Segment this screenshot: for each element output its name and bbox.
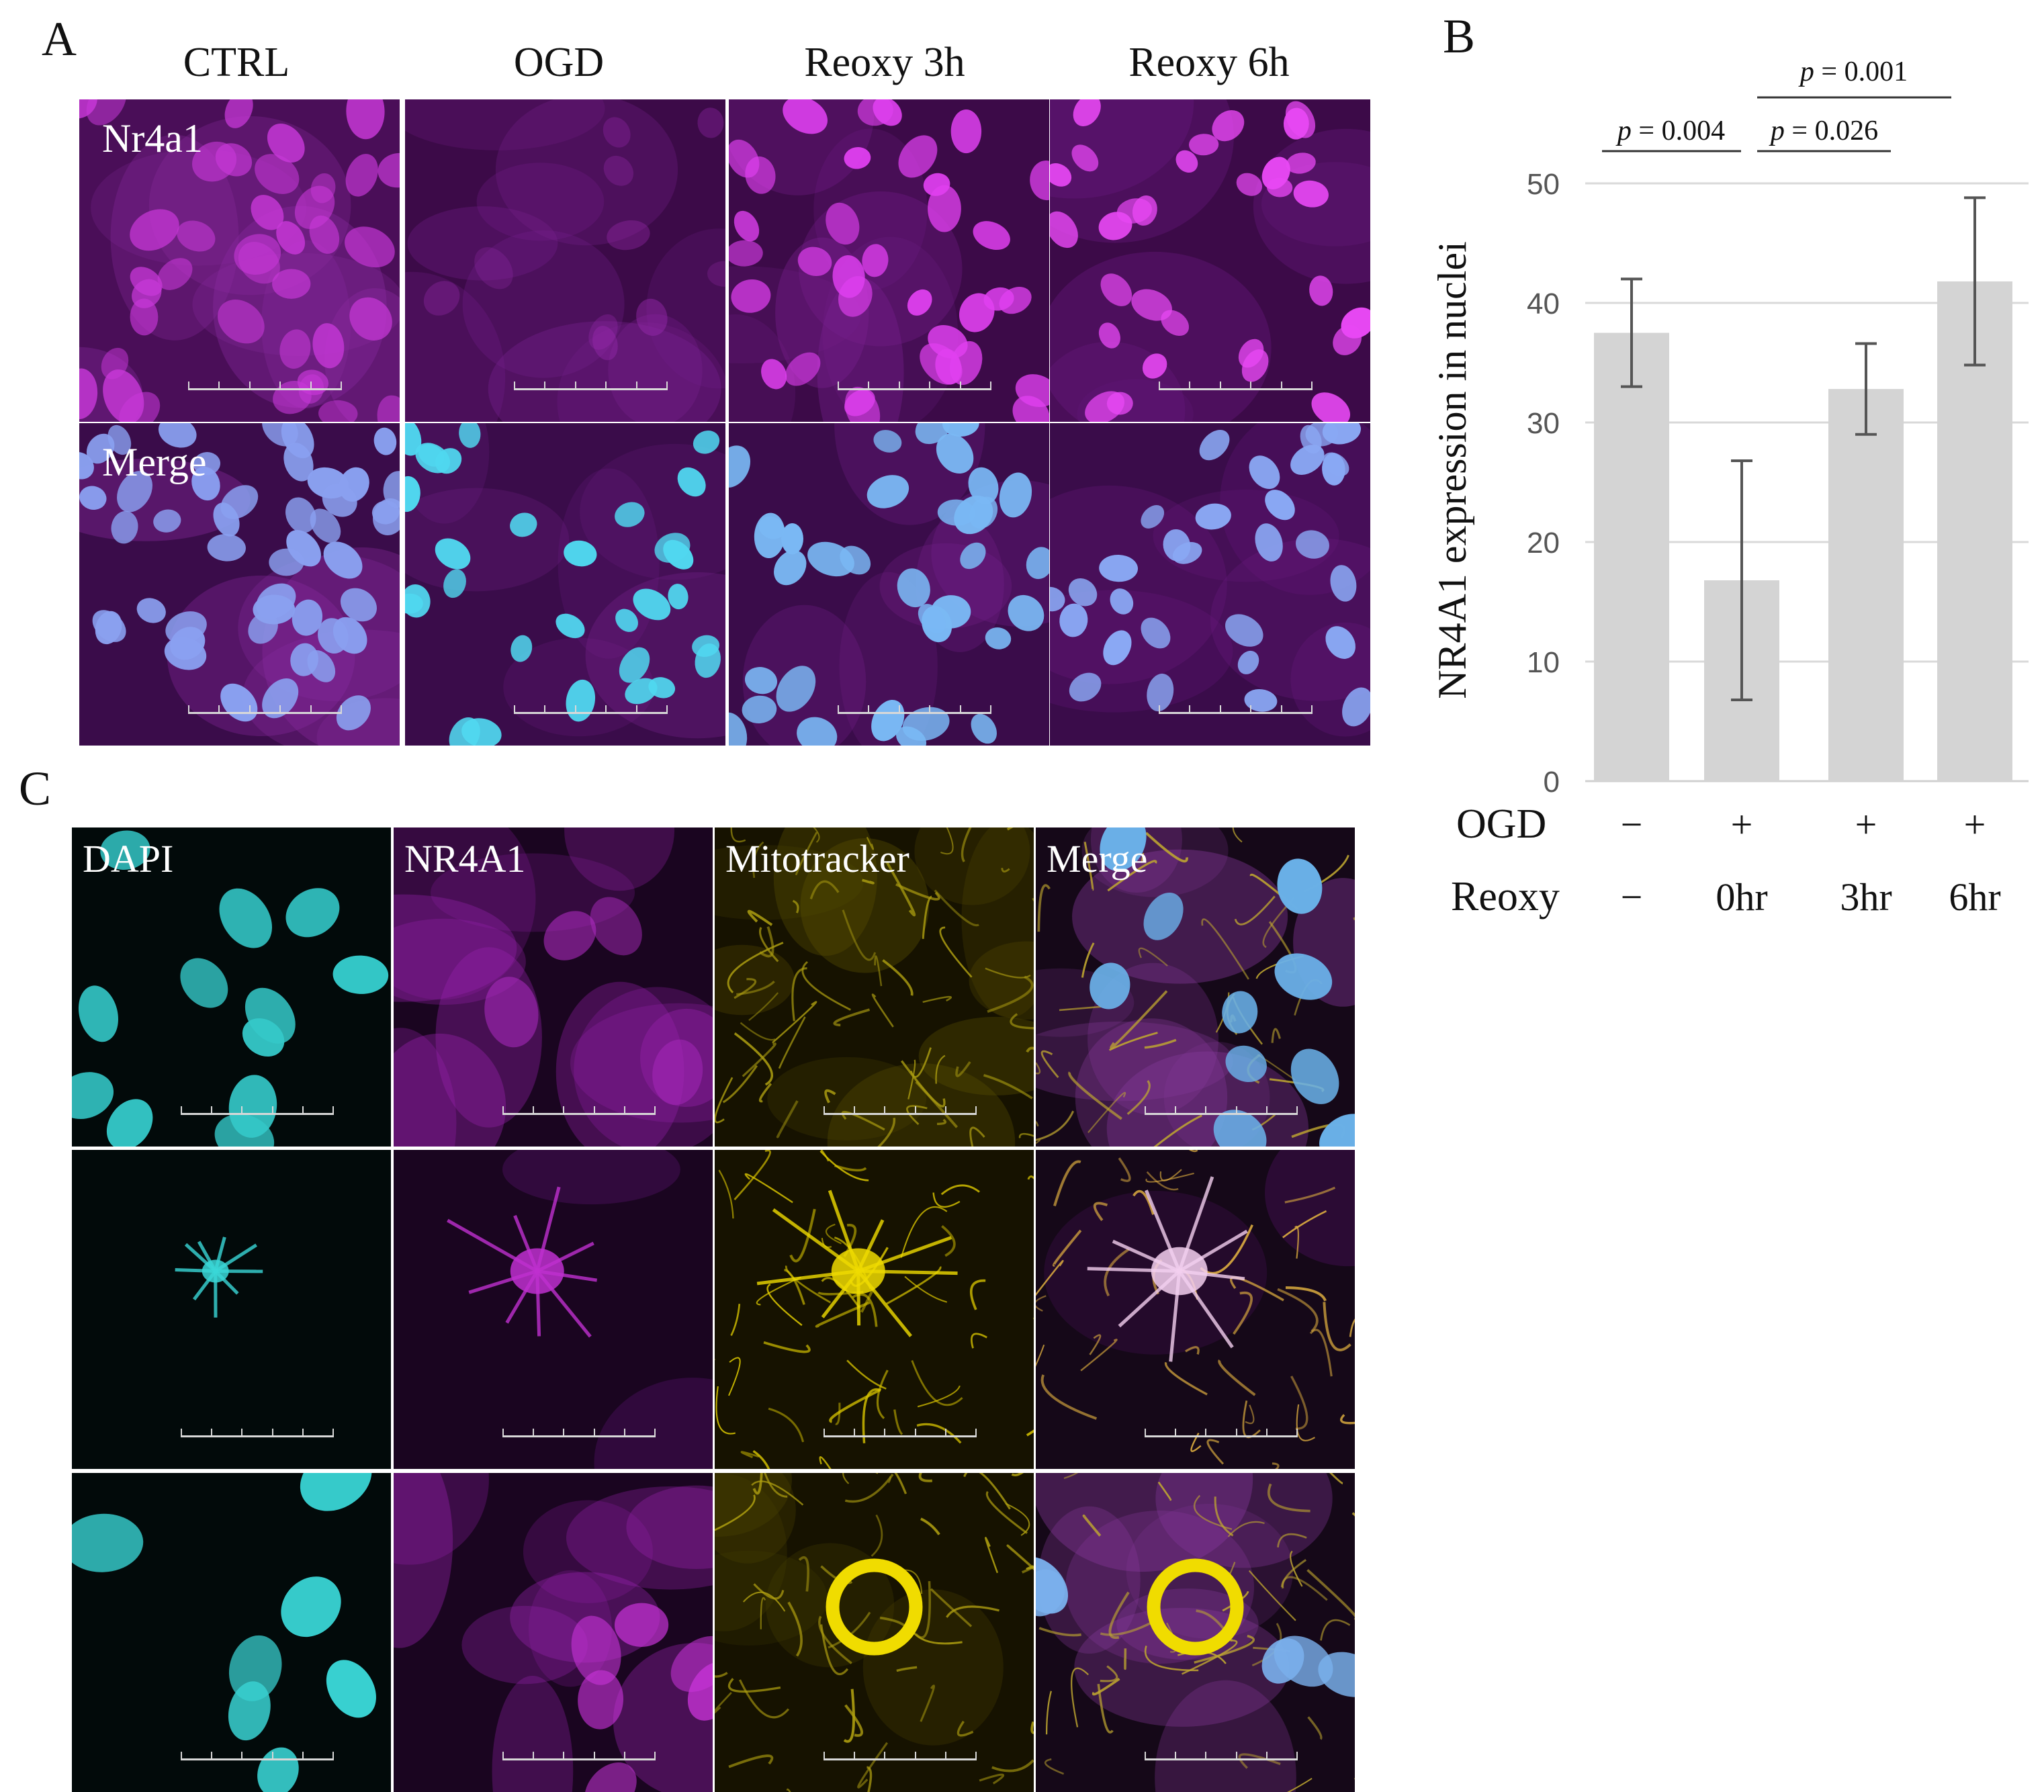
micrograph-tile — [394, 1150, 713, 1469]
scale-bar — [1145, 1752, 1298, 1760]
tile-channel-label: Merge — [102, 440, 207, 484]
y-tick-label: 10 — [1527, 646, 1560, 679]
panel-a-letter: A — [42, 12, 77, 66]
reoxy-condition-value: − — [1621, 875, 1643, 919]
y-tick-label: 50 — [1527, 168, 1560, 201]
tile-channel-label: NR4A1 — [404, 837, 526, 881]
chart-significance-brackets: p = 0.004 p = 0.026 p = 0.001 — [1602, 56, 1951, 152]
scale-bar — [824, 1752, 977, 1760]
scale-bar — [188, 705, 342, 714]
micrograph-tile — [715, 1473, 1034, 1792]
tile-channel-label: Nr4a1 — [102, 116, 203, 161]
scale-bar — [514, 705, 668, 714]
micrograph-tile: Merge — [1036, 827, 1355, 1147]
micrograph-tile — [1036, 1473, 1355, 1792]
micrograph-tile: NR4A1 — [394, 827, 713, 1147]
panel-b-letter: B — [1443, 9, 1476, 63]
tile-channel-label: DAPI — [83, 837, 174, 881]
scale-bar — [502, 1429, 656, 1437]
p-value-label: p = 0.001 — [1798, 56, 1908, 87]
y-tick-label: 20 — [1527, 527, 1560, 559]
scale-bar — [181, 1429, 334, 1437]
micrograph-tile — [1036, 1150, 1355, 1469]
scale-bar — [188, 382, 342, 390]
tile-channel-label: Mitotracker — [725, 837, 909, 881]
panel-a-column-header: Reoxy 3h — [804, 40, 965, 85]
ogd-condition-value: + — [1964, 803, 1986, 846]
reoxy-condition-value: 6hr — [1949, 875, 2000, 919]
micrograph-tile — [405, 423, 725, 746]
chart-bars — [1594, 281, 2012, 782]
scale-bar — [1145, 1429, 1298, 1437]
scale-bar — [824, 1106, 977, 1115]
y-tick-label: 30 — [1527, 407, 1560, 440]
micrograph-tile — [1050, 423, 1370, 746]
panel-c-letter: C — [19, 762, 52, 815]
micrograph-tile — [405, 99, 725, 422]
ogd-row-label: OGD — [1456, 801, 1546, 847]
micrograph-tile: DAPI — [72, 827, 391, 1147]
scale-bar — [502, 1106, 656, 1115]
panel-a-column-header: OGD — [513, 40, 605, 85]
micrograph-tile — [729, 99, 1049, 422]
micrograph-tile — [394, 1473, 713, 1792]
ogd-condition-value: + — [1731, 803, 1753, 846]
scale-bar — [1145, 1106, 1298, 1115]
micrograph-tile — [1050, 99, 1370, 422]
chart-error-bars — [1621, 196, 1986, 701]
p-value-label: p = 0.026 — [1769, 116, 1878, 146]
bar — [1594, 332, 1669, 781]
reoxy-row-label: Reoxy — [1451, 874, 1560, 920]
micrograph-tile: Merge — [79, 423, 400, 746]
ogd-condition-value: + — [1855, 803, 1877, 846]
scale-bar — [181, 1752, 334, 1760]
ogd-condition-value: − — [1621, 803, 1643, 846]
micrograph-tile — [715, 1150, 1034, 1469]
reoxy-condition-value: 3hr — [1840, 875, 1892, 919]
panel-a-column-header: CTRL — [183, 40, 290, 85]
micrograph-tile: Mitotracker — [715, 827, 1034, 1147]
scale-bar — [1159, 705, 1313, 714]
micrograph-tile — [72, 1473, 391, 1792]
chart-y-tick-labels: 0 10 20 30 40 50 — [1527, 168, 1560, 799]
reoxy-condition-value: 0hr — [1716, 875, 1767, 919]
chart-condition-labels: OGD Reoxy − + + + − 0hr 3hr 6hr — [1451, 801, 2001, 920]
tile-channel-label: Merge — [1047, 837, 1148, 881]
micrograph-tile: Nr4a1 — [79, 99, 400, 422]
scale-bar — [838, 382, 991, 390]
scale-bar — [514, 382, 668, 390]
panel-a-column-header: Reoxy 6h — [1128, 40, 1290, 85]
bar — [1828, 389, 1904, 781]
y-tick-label: 0 — [1544, 766, 1560, 799]
scale-bar — [181, 1106, 334, 1115]
micrograph-tile — [72, 1150, 391, 1469]
scale-bar — [502, 1752, 656, 1760]
p-value-label: p = 0.004 — [1615, 116, 1725, 146]
scale-bar — [838, 705, 991, 714]
scale-bar — [1159, 382, 1313, 390]
scale-bar — [824, 1429, 977, 1437]
y-tick-label: 40 — [1527, 287, 1560, 320]
chart-y-axis-label: NR4A1 expression in nuclei — [1430, 241, 1474, 699]
micrograph-tile — [729, 423, 1049, 746]
